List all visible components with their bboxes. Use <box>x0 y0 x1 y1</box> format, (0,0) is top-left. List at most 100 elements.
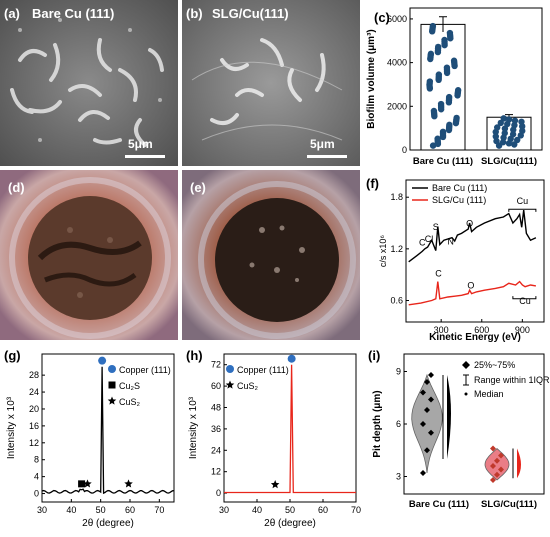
y-tick-label: 0 <box>216 488 221 498</box>
cu-bracket <box>512 296 537 300</box>
y-tick-label: 36 <box>211 424 221 434</box>
y-tick-label: 0 <box>34 489 39 499</box>
plot-frame <box>405 179 545 323</box>
peak-marker-star <box>83 479 92 488</box>
plot-frame <box>41 353 175 503</box>
data-point <box>434 140 442 148</box>
data-point <box>439 133 447 141</box>
y-tick-label: 24 <box>211 445 221 455</box>
series-line <box>408 280 537 306</box>
violin-half <box>447 375 451 459</box>
x-tick-label: 600 <box>474 325 489 335</box>
sem-texture-b <box>182 0 360 166</box>
legend-symbol <box>226 365 234 373</box>
data-point <box>498 466 504 473</box>
chart-xrd-slg-cu: 30 40 50 60 70 0 12 24 36 48 60 72 2θ (degree) Intens… <box>188 353 361 529</box>
data-point <box>445 99 453 106</box>
panel-label-h: (h) <box>186 348 203 363</box>
x-tick-label: Bare Cu (111) <box>409 499 469 510</box>
cu-bracket <box>508 208 537 212</box>
sem-texture-a <box>0 0 178 166</box>
legend-label: CuS₂ <box>119 397 141 407</box>
peak-marker-copper <box>287 354 296 363</box>
data-point <box>424 379 430 385</box>
data-point <box>499 139 507 146</box>
legend-label: 25%~75% <box>474 360 515 370</box>
peak-marker-copper <box>98 356 107 365</box>
data-point <box>427 55 434 63</box>
y-tick-label: 16 <box>29 421 39 431</box>
peak-annotation: Cu <box>519 296 531 306</box>
data-point <box>445 126 453 134</box>
data-point <box>497 119 504 127</box>
data-point <box>511 141 518 148</box>
peak-annotation: Cl <box>425 234 434 244</box>
panel-label-c: (c) <box>374 10 390 25</box>
y-tick-label: 2000 <box>387 101 407 111</box>
legend-label: CuS₂ <box>237 381 259 391</box>
scale-bar-label-b: 5μm <box>310 137 335 151</box>
legend-symbol <box>464 392 468 396</box>
data-point <box>420 470 426 476</box>
y-tick-label: 8 <box>34 455 39 465</box>
y-tick-label: 4000 <box>387 58 407 68</box>
x-tick-label: 30 <box>219 505 229 515</box>
x-tick-label: 70 <box>154 505 164 515</box>
data-point <box>490 463 496 469</box>
series-line <box>408 210 537 263</box>
legend-label: Median <box>474 389 504 399</box>
y-tick-label: 60 <box>211 381 221 391</box>
panel-f: 300 600 900 0.6 1.2 1.8 Kinetic Energy (eV) c/s… <box>362 172 550 344</box>
data-point <box>428 28 436 35</box>
panel-label-i: (i) <box>368 348 381 363</box>
panel-c: 0 2000 4000 6000 Biofilm volume (μm³) Bare Cu… <box>362 0 550 172</box>
y-axis-label: c/s x10⁶ <box>378 235 388 268</box>
data-point <box>493 137 500 145</box>
data-point <box>437 106 445 113</box>
data-point <box>441 41 448 49</box>
y-tick-label: 6 <box>396 419 401 429</box>
peak-annotation: Cu <box>517 196 529 206</box>
data-point <box>505 140 513 147</box>
data-point <box>452 119 460 127</box>
x-tick-label: 60 <box>125 505 135 515</box>
data-point <box>490 445 496 452</box>
x-tick-label: SLG/Cu(111) <box>481 156 537 167</box>
y-tick-label: 9 <box>396 367 401 377</box>
xrd-trace <box>41 366 175 495</box>
legend-label: Copper (111) <box>237 365 289 375</box>
data-point <box>494 457 500 464</box>
data-point <box>435 76 442 84</box>
y-tick-label: 12 <box>211 467 221 477</box>
data-point <box>420 389 426 396</box>
xrd-trace <box>224 364 356 494</box>
panel-a-title: Bare Cu (111) <box>32 6 115 21</box>
x-tick-label: Bare Cu (111) <box>413 156 473 167</box>
data-point <box>501 125 509 132</box>
data-point <box>447 35 454 42</box>
scale-bar-label-a: 5μm <box>128 137 153 151</box>
y-tick-label: 72 <box>211 360 221 370</box>
legend-label: SLG/Cu (111) <box>432 195 486 205</box>
legend-symbol <box>108 365 116 373</box>
legend-symbol <box>225 380 235 389</box>
x-tick-label: 60 <box>318 505 328 515</box>
data-point <box>428 396 434 403</box>
legend-symbol <box>463 374 469 386</box>
peak-marker-square <box>78 480 86 488</box>
data-point <box>490 477 496 483</box>
data-point <box>424 407 430 413</box>
x-tick-label: 900 <box>515 325 530 335</box>
panel-label-f: (f) <box>366 176 379 191</box>
legend-symbol <box>108 381 116 389</box>
data-point <box>454 92 461 99</box>
data-point <box>431 112 438 120</box>
data-point <box>510 126 517 133</box>
x-tick-label: 40 <box>66 505 76 515</box>
photo-e-art <box>182 170 360 340</box>
data-point <box>428 372 434 378</box>
data-point <box>434 48 442 56</box>
y-axis-label: Biofilm volume (μm³) <box>366 29 377 128</box>
chart-xrd-bare-cu: 30 40 50 60 70 0 4 8 12 16 20 24 28 2θ (degree) Intens… <box>6 353 175 529</box>
data-point <box>494 471 500 478</box>
